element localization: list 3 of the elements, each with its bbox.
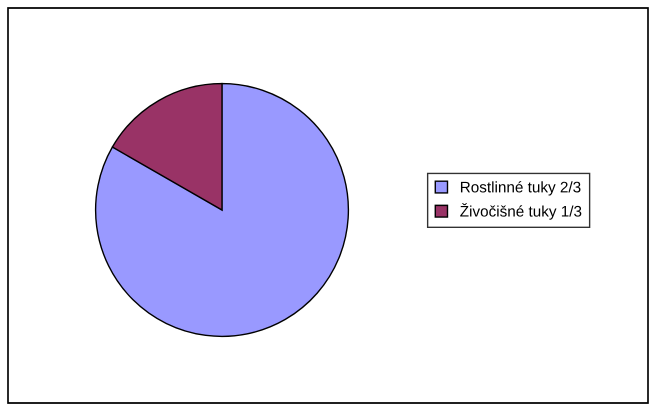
pie-slice [94, 82, 350, 338]
legend-label: Rostlinné tuky 2/3 [460, 181, 580, 196]
legend-label: Živočišné tuky 1/3 [460, 203, 582, 220]
